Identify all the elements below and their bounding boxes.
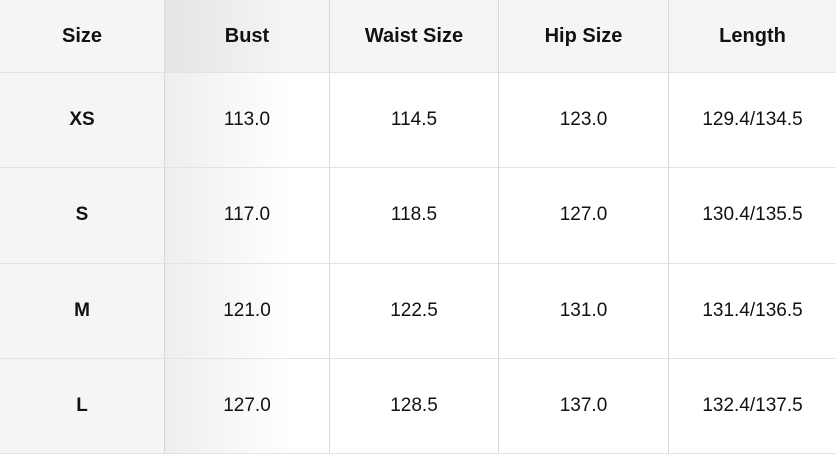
- column-header-waist: Waist Size: [330, 0, 499, 73]
- cell-xs-bust: 113.0: [165, 73, 330, 169]
- cell-m-length: 131.4/136.5: [669, 263, 836, 359]
- row-header-m: M: [0, 263, 165, 359]
- cell-l-bust: 127.0: [165, 358, 330, 454]
- column-header-bust: Bust: [165, 0, 330, 73]
- cell-l-waist: 128.5: [330, 358, 499, 454]
- column-header-hip: Hip Size: [499, 0, 669, 73]
- cell-m-hip: 131.0: [499, 263, 669, 359]
- cell-m-bust: 121.0: [165, 263, 330, 359]
- cell-xs-waist: 114.5: [330, 73, 499, 169]
- cell-s-bust: 117.0: [165, 168, 330, 264]
- column-header-length: Length: [669, 0, 836, 73]
- cell-s-length: 130.4/135.5: [669, 168, 836, 264]
- row-header-xs: XS: [0, 73, 165, 169]
- cell-s-hip: 127.0: [499, 168, 669, 264]
- cell-l-length: 132.4/137.5: [669, 358, 836, 454]
- cell-s-waist: 118.5: [330, 168, 499, 264]
- column-header-size: Size: [0, 0, 165, 73]
- cell-xs-hip: 123.0: [499, 73, 669, 169]
- cell-l-hip: 137.0: [499, 358, 669, 454]
- cell-m-waist: 122.5: [330, 263, 499, 359]
- cell-xs-length: 129.4/134.5: [669, 73, 836, 169]
- row-header-l: L: [0, 358, 165, 454]
- row-header-s: S: [0, 168, 165, 264]
